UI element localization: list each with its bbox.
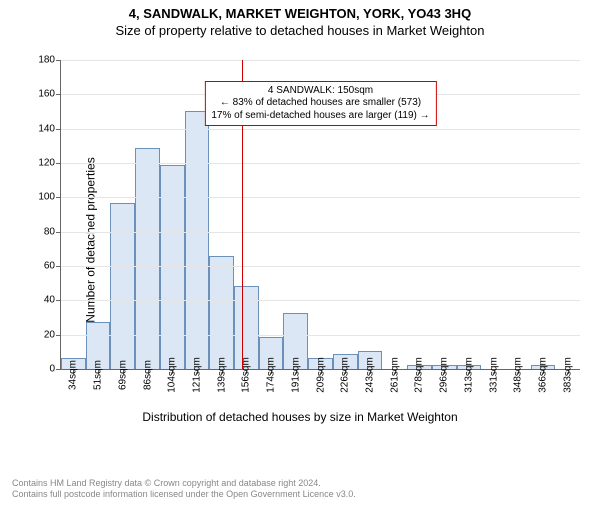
- ytick-label: 140: [38, 123, 61, 134]
- plot-area: 34sqm51sqm69sqm86sqm104sqm121sqm139sqm15…: [60, 60, 580, 370]
- ytick-label: 160: [38, 89, 61, 100]
- xtick-label: 69sqm: [117, 360, 128, 390]
- gridline-h: [61, 335, 580, 336]
- bar-slot: 313sqm: [457, 60, 482, 369]
- ytick-label: 180: [38, 55, 61, 66]
- annotation-text-line: ← 83% of detached houses are smaller (57…: [211, 97, 429, 110]
- xtick-label: 209sqm: [315, 357, 326, 393]
- footer-line-2: Contains full postcode information licen…: [12, 489, 588, 500]
- bar-slot: 366sqm: [531, 60, 556, 369]
- chart-container: Number of detached properties 34sqm51sqm…: [0, 50, 600, 430]
- xtick-label: 243sqm: [364, 357, 375, 393]
- histogram-bar: [160, 165, 185, 369]
- xtick-label: 226sqm: [340, 357, 351, 393]
- xtick-label: 331sqm: [488, 357, 499, 393]
- gridline-h: [61, 197, 580, 198]
- xtick-label: 139sqm: [216, 357, 227, 393]
- xtick-label: 51sqm: [93, 360, 104, 390]
- histogram-bar: [110, 203, 135, 369]
- bar-slot: 51sqm: [86, 60, 111, 369]
- xtick-label: 261sqm: [389, 357, 400, 393]
- bar-slot: 348sqm: [506, 60, 531, 369]
- gridline-h: [61, 232, 580, 233]
- xtick-label: 366sqm: [538, 357, 549, 393]
- annotation-text-line: 4 SANDWALK: 150sqm: [211, 85, 429, 98]
- histogram-bar: [209, 256, 234, 369]
- gridline-h: [61, 300, 580, 301]
- ytick-label: 40: [44, 295, 61, 306]
- xtick-label: 278sqm: [414, 357, 425, 393]
- histogram-bar: [185, 111, 210, 370]
- bar-slot: 34sqm: [61, 60, 86, 369]
- ytick-label: 20: [44, 329, 61, 340]
- page-title: 4, SANDWALK, MARKET WEIGHTON, YORK, YO43…: [0, 6, 600, 21]
- bar-slot: 69sqm: [110, 60, 135, 369]
- ytick-label: 120: [38, 158, 61, 169]
- x-axis-label: Distribution of detached houses by size …: [0, 410, 600, 424]
- xtick-label: 296sqm: [439, 357, 450, 393]
- annotation-box: 4 SANDWALK: 150sqm← 83% of detached hous…: [204, 81, 436, 127]
- ytick-label: 60: [44, 261, 61, 272]
- gridline-h: [61, 163, 580, 164]
- xtick-label: 104sqm: [167, 357, 178, 393]
- xtick-label: 174sqm: [266, 357, 277, 393]
- bar-slot: 383sqm: [555, 60, 580, 369]
- footer-line-1: Contains HM Land Registry data © Crown c…: [12, 478, 588, 489]
- page-subtitle: Size of property relative to detached ho…: [0, 23, 600, 38]
- xtick-label: 383sqm: [562, 357, 573, 393]
- gridline-h: [61, 266, 580, 267]
- xtick-label: 86sqm: [142, 360, 153, 390]
- bar-slot: 104sqm: [160, 60, 185, 369]
- xtick-label: 34sqm: [68, 360, 79, 390]
- histogram-bar: [135, 148, 160, 369]
- xtick-label: 121sqm: [191, 357, 202, 393]
- ytick-label: 100: [38, 192, 61, 203]
- ytick-label: 0: [49, 364, 61, 375]
- gridline-h: [61, 60, 580, 61]
- xtick-label: 313sqm: [463, 357, 474, 393]
- bar-slot: 86sqm: [135, 60, 160, 369]
- footer: Contains HM Land Registry data © Crown c…: [12, 478, 588, 500]
- ytick-label: 80: [44, 226, 61, 237]
- annotation-text-line: 17% of semi-detached houses are larger (…: [211, 110, 429, 123]
- gridline-h: [61, 129, 580, 130]
- bar-slot: 331sqm: [481, 60, 506, 369]
- xtick-label: 348sqm: [513, 357, 524, 393]
- xtick-label: 191sqm: [290, 357, 301, 393]
